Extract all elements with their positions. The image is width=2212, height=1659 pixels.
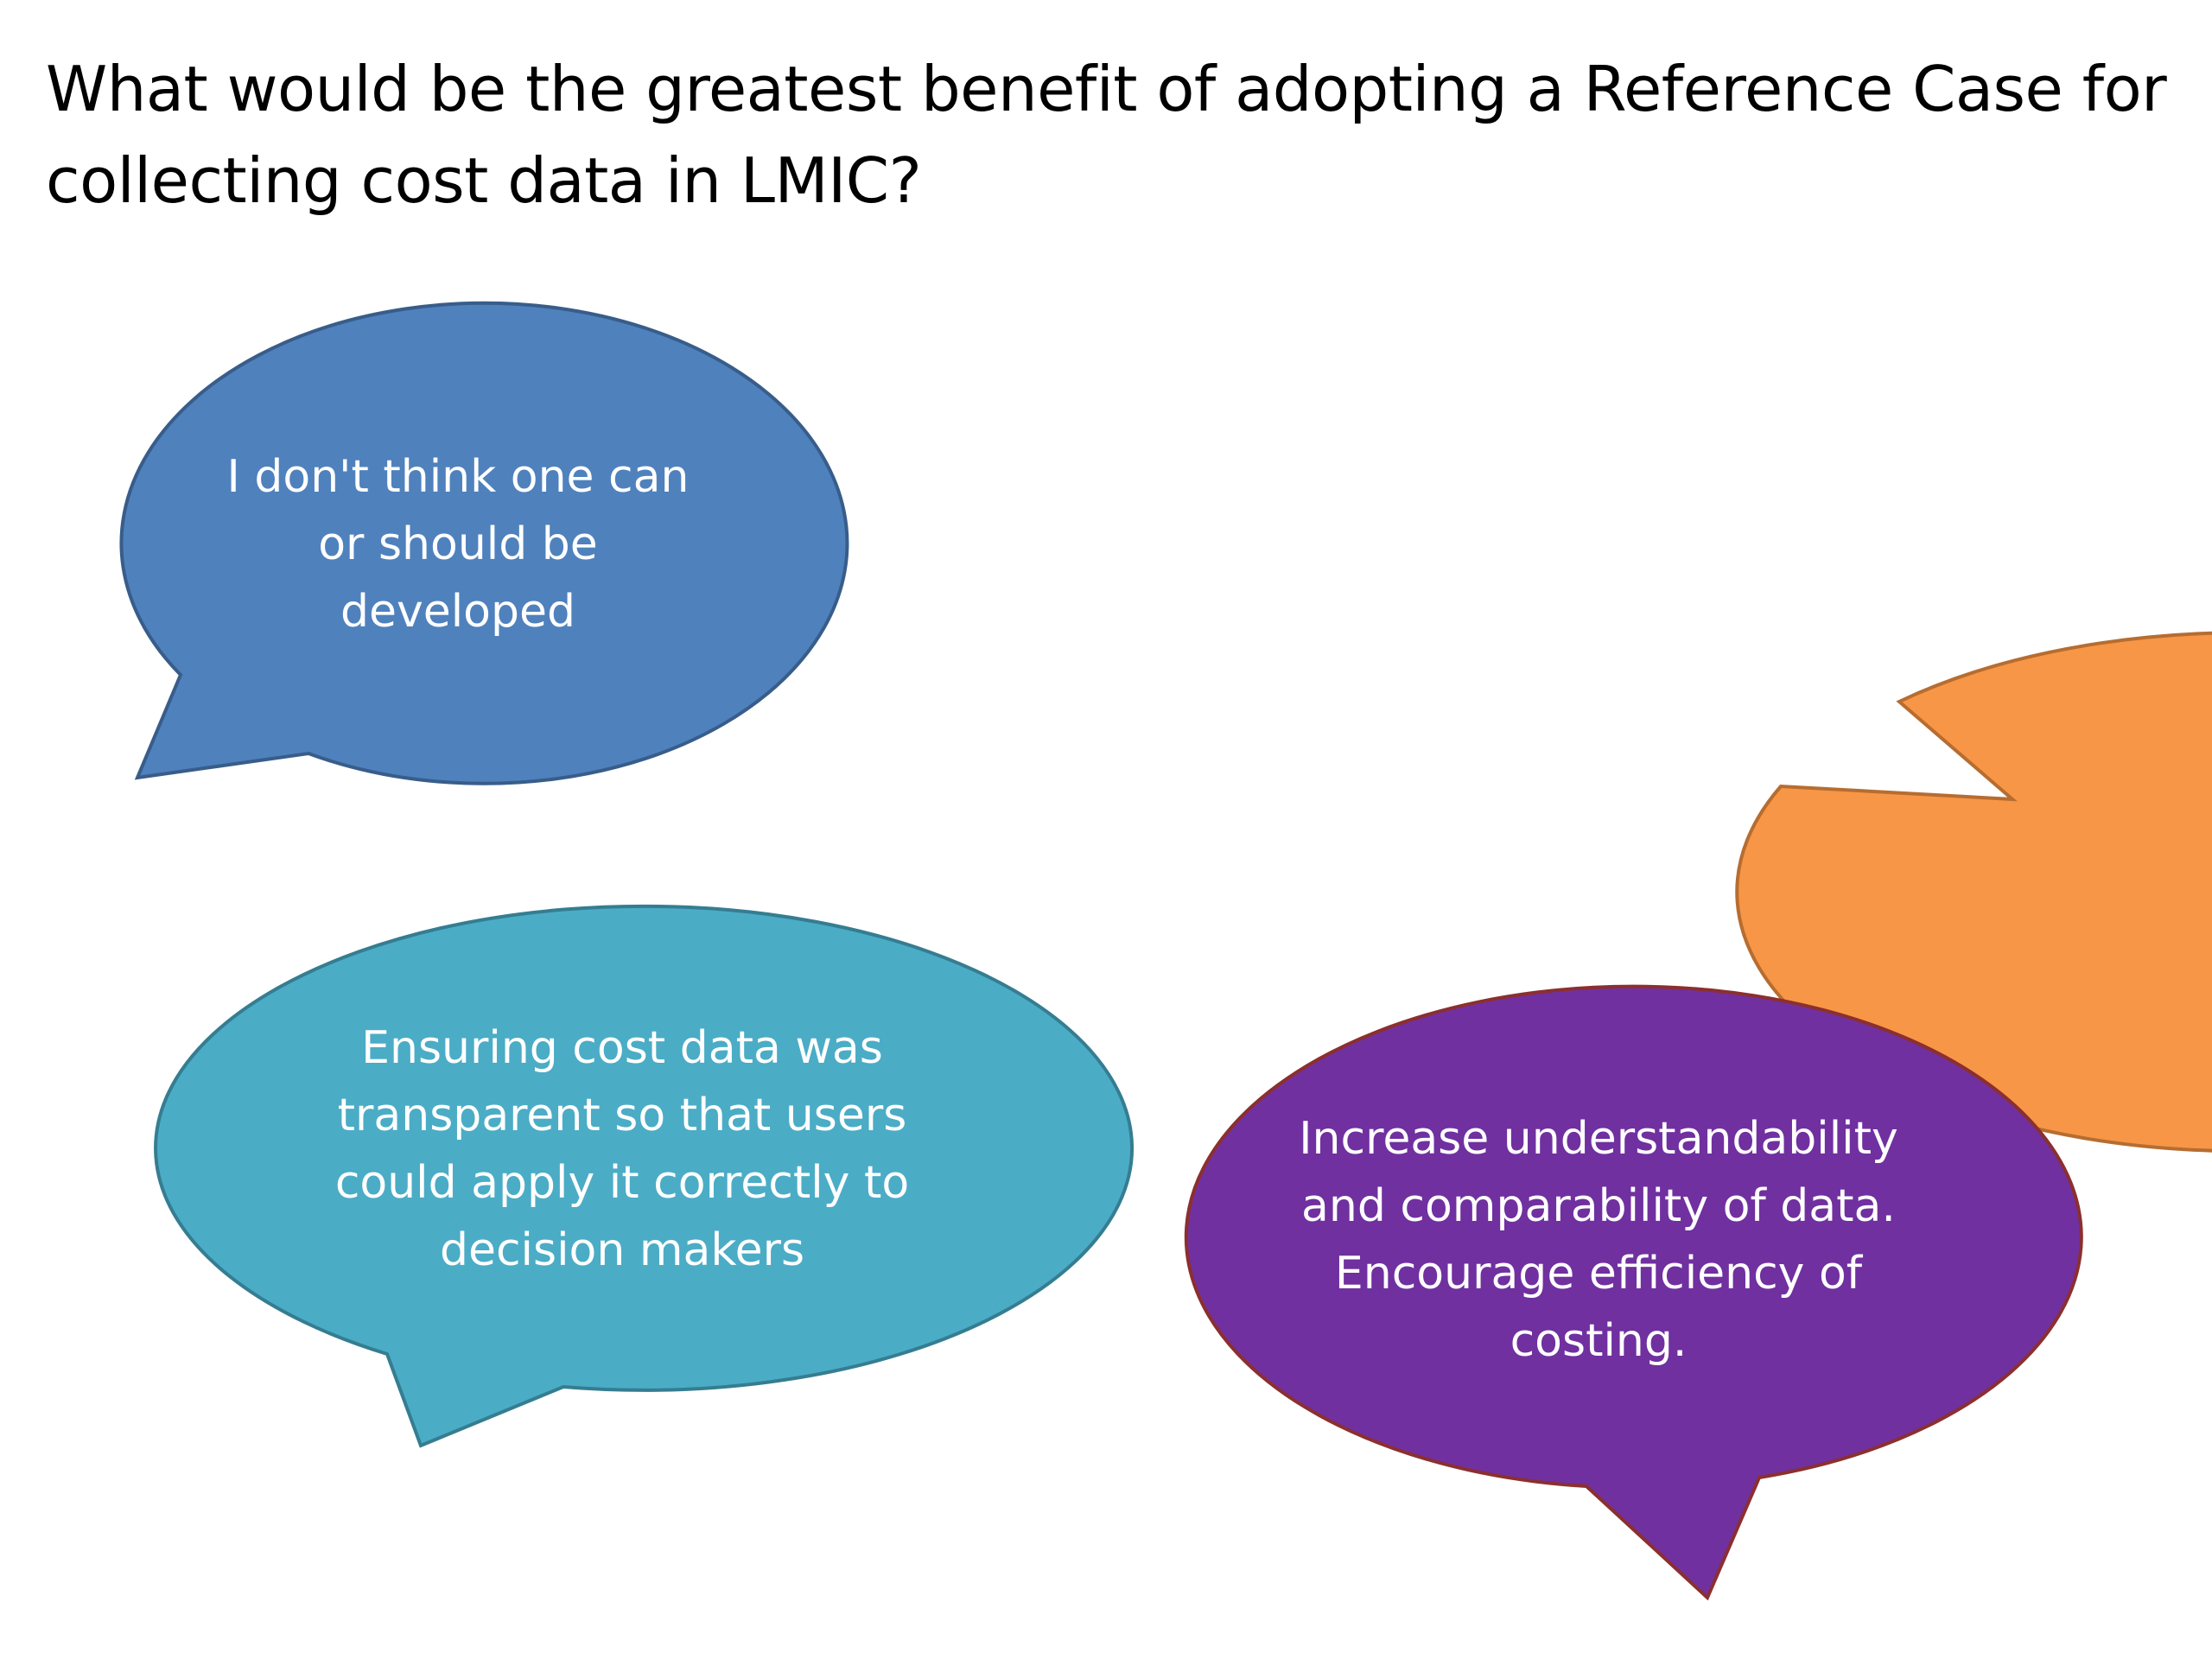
speech-bubble-purple [1184, 984, 2083, 1601]
bubble-text-orange: To ensure consistency of methods and com… [1073, 406, 1778, 795]
speech-bubble-blue [119, 301, 849, 785]
bubble-text-purple: Increase understandability and comparabi… [1299, 1113, 1898, 1367]
bubble-text-teal: Ensuring cost data was transparent so th… [334, 1022, 910, 1276]
speech-bubble-teal [154, 904, 1135, 1448]
bubble-text-blue: I don't think one can or should be devel… [226, 451, 690, 638]
slide-title: What would be the greatest benefit of ad… [46, 53, 2167, 217]
